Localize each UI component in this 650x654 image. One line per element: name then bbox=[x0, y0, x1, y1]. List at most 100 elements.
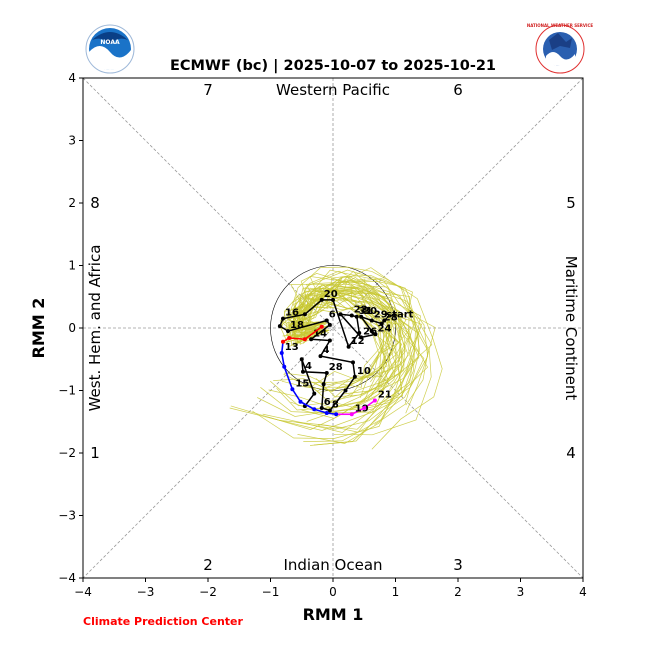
observed-point bbox=[369, 329, 374, 334]
forecast-point bbox=[298, 399, 303, 404]
forecast-segment bbox=[304, 326, 323, 340]
forecast-point bbox=[324, 411, 329, 415]
phase-7-label: 7 bbox=[203, 81, 213, 99]
observed-point-label: 20 bbox=[324, 289, 338, 300]
region-label-right: Maritime Continent bbox=[562, 256, 580, 401]
observed-point-label: 14 bbox=[313, 328, 327, 339]
forecast-segment bbox=[283, 366, 294, 390]
observed-point bbox=[324, 318, 329, 323]
y-tick-label: 1 bbox=[68, 259, 76, 273]
observed-point bbox=[351, 360, 355, 365]
observed-point bbox=[327, 338, 332, 343]
forecast-point-label: 21 bbox=[378, 390, 392, 401]
forecast-segment bbox=[280, 352, 286, 367]
x-tick-label: 2 bbox=[454, 585, 462, 599]
observed-point-label: 8 bbox=[332, 400, 339, 411]
forecast-point bbox=[282, 364, 287, 369]
ensemble-member-line bbox=[284, 295, 386, 386]
observed-point bbox=[352, 374, 357, 379]
forecast-point bbox=[281, 339, 285, 344]
forecast-segment bbox=[291, 388, 302, 403]
forecast-point bbox=[287, 336, 292, 340]
ensemble-member-line bbox=[252, 279, 420, 439]
x-tick-label: −4 bbox=[74, 585, 92, 599]
noaa-logo: NOAA bbox=[85, 24, 135, 74]
x-axis-label: RMM 1 bbox=[303, 605, 364, 624]
forecast-segment bbox=[289, 337, 305, 341]
ensemble-member-line bbox=[281, 270, 412, 446]
observed-point-label: 26 bbox=[363, 326, 377, 337]
x-tick-label: 1 bbox=[392, 585, 400, 599]
forecast-point-label: 15 bbox=[295, 378, 309, 389]
forecast-point-label: 13 bbox=[285, 342, 299, 353]
ensemble-member-line bbox=[288, 286, 412, 388]
phase-2-label: 2 bbox=[203, 556, 213, 574]
observed-point bbox=[349, 313, 354, 318]
observed-point bbox=[382, 318, 387, 323]
phase-divider-antidiagonal bbox=[83, 78, 583, 578]
observed-point bbox=[346, 344, 351, 349]
ensemble-member-line bbox=[292, 287, 402, 399]
forecast-point bbox=[279, 351, 284, 355]
observed-point bbox=[359, 335, 364, 340]
y-tick-label: 2 bbox=[68, 196, 76, 210]
forecast-point bbox=[349, 412, 354, 417]
observed-point bbox=[357, 331, 362, 335]
x-tick-label: −2 bbox=[199, 585, 217, 599]
observed-point bbox=[327, 322, 332, 327]
observed-point-label: 22 bbox=[354, 305, 368, 316]
ensemble-member-line bbox=[279, 266, 443, 450]
y-tick-label: 0 bbox=[68, 321, 76, 335]
y-tick-label: −2 bbox=[58, 446, 76, 460]
observed-point-label: 10 bbox=[357, 366, 371, 377]
observed-point bbox=[312, 391, 317, 396]
observed-point bbox=[327, 408, 332, 413]
forecast-point bbox=[362, 406, 367, 410]
nws-logo: NATIONAL WEATHER SERVICE bbox=[527, 23, 594, 74]
observed-point bbox=[369, 318, 374, 323]
forecast-point bbox=[372, 398, 377, 403]
observed-point-label: 6 bbox=[329, 310, 336, 321]
observed-point-label: 31 bbox=[359, 306, 373, 317]
y-tick-label: −4 bbox=[58, 571, 76, 585]
observed-point bbox=[299, 357, 304, 362]
ensemble-member-line bbox=[279, 273, 436, 414]
forecast-segment bbox=[314, 408, 327, 414]
observed-point-label: 24 bbox=[378, 323, 392, 334]
ensemble-member-line bbox=[300, 286, 392, 410]
observed-point-label: 4 bbox=[323, 345, 330, 356]
phase-5-label: 5 bbox=[566, 194, 576, 212]
forecast-track: 13 15 19 21 bbox=[279, 324, 392, 417]
observed-point bbox=[331, 297, 335, 302]
observed-point-label: 16 bbox=[285, 308, 299, 319]
forecast-point bbox=[319, 324, 324, 329]
x-tick-label: 4 bbox=[579, 585, 587, 599]
ensemble-member-line bbox=[293, 292, 397, 419]
observed-point bbox=[301, 369, 305, 374]
y-tick-label: −1 bbox=[58, 384, 76, 398]
y-tick-label: 3 bbox=[68, 134, 76, 148]
phase-1-label: 1 bbox=[90, 444, 100, 462]
observed-point bbox=[338, 312, 343, 317]
x-tick-label: 3 bbox=[517, 585, 525, 599]
observed-point bbox=[281, 316, 285, 321]
observed-point bbox=[319, 297, 324, 302]
nws-logo-text: NATIONAL WEATHER SERVICE bbox=[527, 23, 594, 28]
observed-point-label: 28 bbox=[329, 362, 343, 373]
observed-point-label: 30 bbox=[363, 306, 377, 317]
phase-3-label: 3 bbox=[453, 556, 463, 574]
observed-point-label: start bbox=[386, 310, 413, 321]
forecast-point bbox=[302, 337, 307, 342]
region-label-left: West. Hem. and Africa bbox=[86, 245, 104, 412]
ensemble-member-line bbox=[283, 277, 415, 430]
x-tick-label: −1 bbox=[262, 585, 280, 599]
region-label-top: Western Pacific bbox=[276, 81, 390, 99]
ensemble-member-line bbox=[229, 275, 429, 431]
observed-point bbox=[302, 312, 307, 317]
x-tick-label: 0 bbox=[329, 585, 337, 599]
forecast-segment bbox=[351, 407, 365, 415]
observed-point bbox=[354, 314, 359, 319]
